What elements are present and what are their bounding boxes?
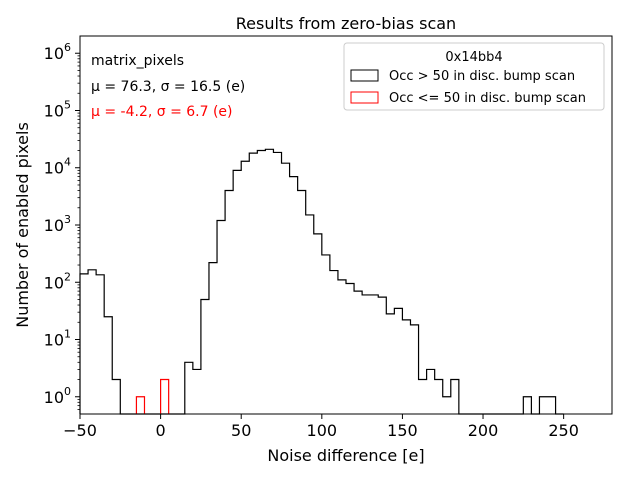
legend-label-high-occ: Occ > 50 in disc. bump scan bbox=[389, 69, 575, 84]
x-tick-label: 200 bbox=[468, 421, 499, 440]
y-tick-label: 101 bbox=[44, 328, 71, 350]
y-tick-label: 104 bbox=[44, 156, 71, 178]
annotation-low-occ-stats: μ = -4.2, σ = 6.7 (e) bbox=[91, 104, 233, 120]
y-tick-label: 105 bbox=[44, 98, 71, 120]
x-tick-label: 100 bbox=[307, 421, 338, 440]
x-tick-label: 50 bbox=[231, 421, 251, 440]
legend-swatch-high-occ bbox=[350, 69, 379, 82]
y-tick-label: 103 bbox=[44, 213, 71, 235]
y-axis-label: Number of enabled pixels bbox=[13, 122, 32, 328]
chart-title: Results from zero-bias scan bbox=[236, 14, 456, 33]
y-axis: 100 101 102 103 104 105 106 bbox=[44, 41, 80, 410]
x-tick-label: −50 bbox=[63, 421, 97, 440]
legend-label-low-occ: Occ <= 50 in disc. bump scan bbox=[389, 91, 586, 106]
y-tick-label: 102 bbox=[44, 270, 71, 292]
legend-title: 0x14bb4 bbox=[445, 50, 502, 65]
y-tick-label: 100 bbox=[44, 385, 71, 407]
x-axis-label: Noise difference [e] bbox=[267, 446, 424, 465]
x-tick-label: 250 bbox=[548, 421, 579, 440]
legend: 0x14bb4 Occ > 50 in disc. bump scan Occ … bbox=[343, 42, 605, 111]
annotation-dataset-name: matrix_pixels bbox=[91, 53, 184, 69]
x-tick-label: 150 bbox=[387, 421, 418, 440]
annotation-main-stats: μ = 76.3, σ = 16.5 (e) bbox=[91, 79, 245, 95]
x-tick-label: 0 bbox=[156, 421, 166, 440]
y-tick-label: 106 bbox=[44, 41, 71, 63]
legend-swatch-low-occ bbox=[350, 91, 379, 104]
series-low-occ-bin bbox=[160, 378, 170, 414]
x-axis: −50 0 50 100 150 200 250 bbox=[63, 414, 579, 440]
legend-box bbox=[343, 42, 605, 111]
series-low-occ-bin bbox=[135, 396, 146, 414]
